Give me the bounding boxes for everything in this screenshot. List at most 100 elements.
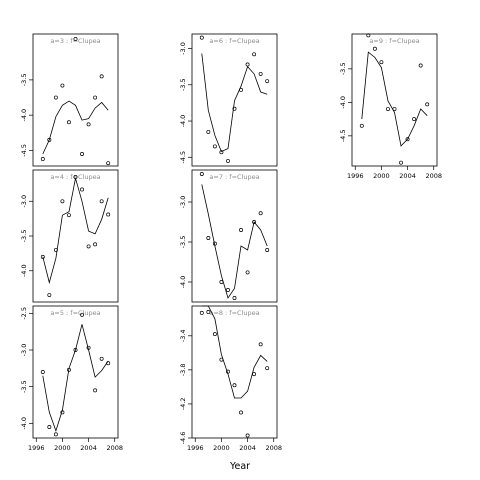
y-tick-label: -4.0: [20, 417, 28, 430]
data-point: [99, 74, 104, 79]
x-tick-label: 1996: [28, 444, 45, 452]
x-tick-label: 2008: [106, 444, 123, 452]
y-tick-label: -4.5: [20, 144, 28, 157]
data-point: [392, 107, 397, 111]
fitted-line: [42, 324, 109, 432]
y-tick-label: -4.0: [20, 264, 28, 277]
data-point: [199, 172, 204, 176]
y-tick-label: -3.4: [179, 329, 187, 342]
fitted-line: [201, 184, 268, 299]
y-tick-label: -4.6: [179, 432, 187, 445]
data-point: [412, 117, 417, 122]
data-point: [252, 372, 257, 377]
y-tick-label: -3.0: [179, 196, 187, 209]
data-point: [226, 158, 230, 163]
data-point: [258, 211, 263, 216]
data-point: [60, 410, 65, 415]
y-tick-label: -3.0: [179, 42, 187, 55]
data-point: [99, 199, 104, 204]
data-point: [106, 161, 111, 166]
y-tick-label: -3.8: [179, 364, 187, 377]
fitted-line: [201, 305, 268, 399]
panel-2: a=4 : f=Clupea -3.0 -3.5 -4.0: [20, 169, 119, 303]
data-point: [47, 137, 52, 142]
panel-frame: [191, 169, 278, 303]
panel-label: a=3 : f=Clupea: [50, 37, 100, 45]
panel-frame: [351, 33, 438, 167]
data-point: [80, 312, 84, 317]
data-point: [206, 310, 211, 314]
data-point: [405, 137, 410, 142]
x-tick-label: 1996: [187, 444, 204, 452]
data-point: [199, 35, 204, 40]
data-point: [40, 254, 45, 259]
panel-5: a=7 : f=Clupea -3.0 -3.5 -4.0: [179, 169, 278, 303]
data-point: [93, 388, 98, 393]
data-point: [212, 332, 217, 337]
data-point: [206, 236, 211, 240]
panel-4: a=6 : f=Clupea -3.0 -3.5 -4.0 -4.5: [179, 33, 278, 167]
y-tick-label: -2.5: [20, 307, 28, 320]
data-point: [366, 33, 371, 38]
data-point: [60, 199, 65, 204]
data-point: [245, 270, 250, 275]
panel-label: a=4 : f=Clupea: [50, 173, 100, 181]
data-point: [252, 52, 257, 57]
data-point: [67, 367, 71, 372]
data-point: [265, 79, 270, 84]
y-tick-label: -4.0: [339, 96, 347, 109]
data-point: [399, 160, 403, 165]
data-point: [106, 361, 111, 366]
data-point: [53, 247, 58, 252]
y-tick-label: -4.5: [339, 130, 347, 143]
x-tick-label: 2000: [54, 444, 71, 452]
data-point: [245, 62, 250, 67]
data-point: [67, 120, 71, 125]
y-tick-label: -3.5: [179, 78, 187, 91]
data-point: [232, 383, 237, 388]
fitted-line: [361, 51, 428, 147]
data-point: [40, 156, 45, 161]
data-point: [232, 106, 237, 111]
data-point: [386, 107, 390, 111]
x-tick-label: 2008: [425, 172, 442, 180]
panel-label: a=8 : f=Clupea: [209, 309, 259, 317]
panel-1: a=3 : f=Clupea -3.5 -4.0 -4.5: [20, 33, 119, 167]
panel-3: a=5 : f=Clupea -2.5 -3.0 -3.5 -4.0 1996 2000 20…: [20, 305, 123, 452]
data-point: [60, 83, 65, 88]
data-point: [80, 187, 84, 192]
fitted-line: [42, 178, 109, 285]
data-point: [219, 150, 224, 155]
x-tick-label: 2004: [80, 444, 97, 452]
data-point: [219, 280, 224, 284]
data-point: [418, 63, 423, 68]
data-point: [265, 248, 270, 252]
data-point: [265, 366, 270, 371]
data-point: [245, 433, 250, 438]
y-tick-label: -3.5: [179, 236, 187, 249]
fitted-line: [42, 100, 109, 155]
x-axis-title: Year: [229, 461, 250, 472]
y-tick-label: -3.0: [20, 344, 28, 357]
data-point: [379, 60, 384, 65]
panel-label: a=7 : f=Clupea: [209, 173, 259, 181]
data-point: [226, 369, 230, 374]
y-tick-label: -3.5: [20, 74, 28, 87]
panel-frame: [191, 33, 278, 167]
y-tick-label: -4.2: [179, 398, 187, 411]
x-tick-label: 2008: [265, 444, 282, 452]
data-point: [93, 242, 98, 247]
data-point: [239, 410, 243, 415]
data-point: [80, 152, 84, 156]
data-point: [199, 310, 204, 315]
panel-frame: [32, 33, 119, 167]
x-tick-label: 2000: [213, 444, 230, 452]
panel-frame: [32, 305, 119, 439]
fitted-line: [201, 53, 268, 153]
data-point: [206, 129, 211, 134]
y-tick-label: -4.0: [20, 109, 28, 122]
data-point: [86, 244, 91, 249]
data-point: [73, 174, 78, 179]
data-point: [40, 370, 45, 374]
